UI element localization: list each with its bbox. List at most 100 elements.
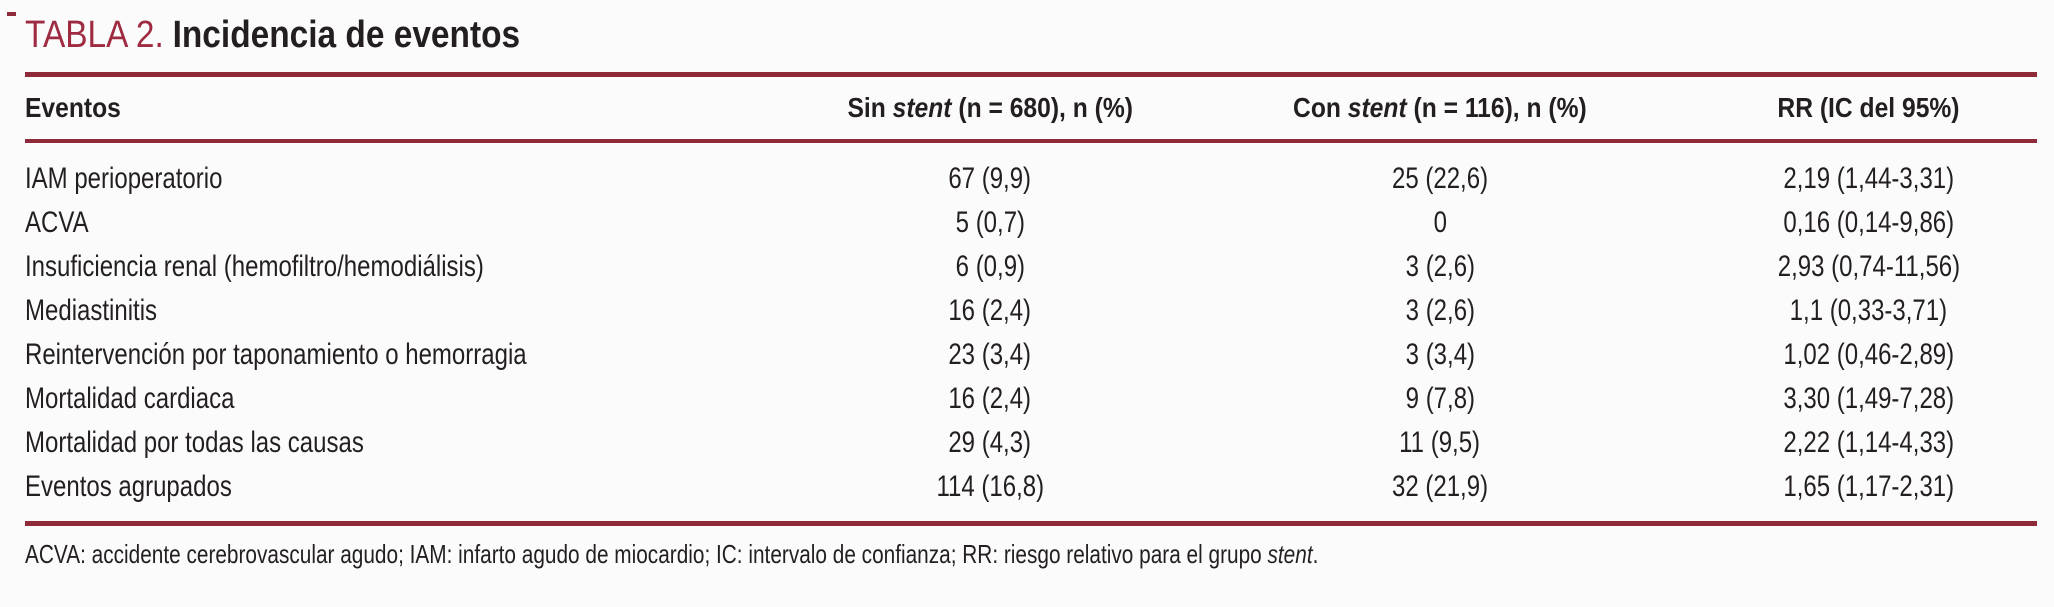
cell-text: 2,22 (1,14-4,33) — [1783, 425, 1954, 459]
table-row: ACVA 5 (0,7) 0 0,16 (0,14-9,86) — [25, 201, 2037, 245]
event-name-cell: Mortalidad cardiaca — [25, 377, 800, 421]
column-header-rr: RR (IC del 95%) — [1700, 72, 2037, 143]
footnote-text-post: . — [1312, 538, 1319, 569]
header-text-italic: stent — [1347, 91, 1407, 123]
table-row: IAM perioperatorio 67 (9,9) 25 (22,6) 2,… — [25, 141, 2037, 201]
column-header-sin-stent: Sin stent (n = 680), n (%) — [800, 72, 1180, 143]
event-name-cell: IAM perioperatorio — [25, 141, 800, 201]
header-row: Eventos Sin stent (n = 680), n (%) Con s… — [25, 72, 2037, 143]
table-row: Mediastinitis 16 (2,4) 3 (2,6) 1,1 (0,33… — [25, 289, 2037, 333]
table-title: TABLA 2. Incidencia de eventos — [25, 12, 2037, 58]
cell-text: 3 (3,4) — [1405, 337, 1475, 371]
cell-text: 0 — [1433, 205, 1447, 239]
table-row: Reintervención por taponamiento o hemorr… — [25, 333, 2037, 377]
cell-text: 2,93 (0,74-11,56) — [1777, 249, 1960, 283]
con-stent-cell: 32 (21,9) — [1180, 464, 1700, 526]
event-name-cell: Insuficiencia renal (hemofiltro/hemodiál… — [25, 245, 800, 289]
cell-text: 3 (2,6) — [1405, 293, 1475, 327]
footnote-text-pre: ACVA: accidente cerebrovascular agudo; I… — [25, 538, 1268, 569]
cell-text: Mortalidad cardiaca — [25, 381, 235, 415]
header-text: RR (IC del 95%) — [1777, 92, 1959, 124]
cell-text: 11 (9,5) — [1399, 425, 1481, 459]
cell-text: 3 (2,6) — [1405, 249, 1475, 283]
sin-stent-cell: 5 (0,7) — [800, 201, 1180, 245]
rr-cell: 3,30 (1,49-7,28) — [1700, 377, 2037, 421]
con-stent-cell: 3 (3,4) — [1180, 333, 1700, 377]
cell-text: 2,19 (1,44-3,31) — [1783, 161, 1954, 195]
con-stent-cell: 11 (9,5) — [1180, 421, 1700, 465]
cell-text: 25 (22,6) — [1391, 161, 1489, 195]
cell-text: 5 (0,7) — [955, 205, 1025, 239]
table-row: Mortalidad por todas las causas 29 (4,3)… — [25, 421, 2037, 465]
cell-text: Insuficiencia renal (hemofiltro/hemodiál… — [25, 249, 484, 283]
rr-cell: 2,19 (1,44-3,31) — [1700, 141, 2037, 201]
sin-stent-cell: 23 (3,4) — [800, 333, 1180, 377]
event-name-cell: Reintervención por taponamiento o hemorr… — [25, 333, 800, 377]
event-name-cell: Mediastinitis — [25, 289, 800, 333]
header-text-pre: Sin — [847, 91, 893, 123]
event-name-cell: ACVA — [25, 201, 800, 245]
sin-stent-cell: 67 (9,9) — [800, 141, 1180, 201]
sin-stent-cell: 29 (4,3) — [800, 421, 1180, 465]
cell-text: Eventos agrupados — [25, 469, 232, 503]
footnote-text: ACVA: accidente cerebrovascular agudo; I… — [25, 538, 1318, 570]
table-header: Eventos Sin stent (n = 680), n (%) Con s… — [25, 72, 2037, 143]
cell-text: 6 (0,9) — [955, 249, 1025, 283]
event-name-cell: Eventos agrupados — [25, 464, 800, 526]
rr-cell: 2,93 (0,74-11,56) — [1700, 245, 2037, 289]
header-text-pre: Con — [1293, 91, 1348, 123]
cell-text: 16 (2,4) — [948, 293, 1032, 327]
cell-text: Reintervención por taponamiento o hemorr… — [25, 337, 527, 371]
table-row: Mortalidad cardiaca 16 (2,4) 9 (7,8) 3,3… — [25, 377, 2037, 421]
sin-stent-cell: 114 (16,8) — [800, 464, 1180, 526]
table-footnote: ACVA: accidente cerebrovascular agudo; I… — [25, 538, 2037, 570]
cell-text: 1,1 (0,33-3,71) — [1789, 293, 1948, 327]
cell-text: 1,02 (0,46-2,89) — [1783, 337, 1954, 371]
cell-text: 16 (2,4) — [948, 381, 1032, 415]
cell-text: 67 (9,9) — [948, 161, 1032, 195]
cell-text: 114 (16,8) — [936, 469, 1044, 503]
header-text-pre: Eventos — [25, 91, 121, 123]
cell-text: 0,16 (0,14-9,86) — [1783, 205, 1954, 239]
rr-cell: 1,02 (0,46-2,89) — [1700, 333, 2037, 377]
table-body: IAM perioperatorio 67 (9,9) 25 (22,6) 2,… — [25, 141, 2037, 526]
cell-text: Mediastinitis — [25, 293, 158, 327]
con-stent-cell: 3 (2,6) — [1180, 245, 1700, 289]
footnote-text-italic: stent — [1267, 538, 1313, 569]
rr-cell: 2,22 (1,14-4,33) — [1700, 421, 2037, 465]
header-text-italic: stent — [892, 91, 952, 123]
cell-text: ACVA — [25, 205, 89, 239]
cell-text: Mortalidad por todas las causas — [25, 425, 364, 459]
cell-text: 9 (7,8) — [1405, 381, 1475, 415]
event-name-cell: Mortalidad por todas las causas — [25, 421, 800, 465]
table-number-label: TABLA 2. — [25, 14, 164, 56]
header-text: Sin stent (n = 680), n (%) — [847, 92, 1132, 124]
column-header-con-stent: Con stent (n = 116), n (%) — [1180, 72, 1700, 143]
rr-cell: 0,16 (0,14-9,86) — [1700, 201, 2037, 245]
rr-cell: 1,1 (0,33-3,71) — [1700, 289, 2037, 333]
paper-table-figure: TABLA 2. Incidencia de eventos Eventos Si… — [0, 12, 2054, 607]
con-stent-cell: 25 (22,6) — [1180, 141, 1700, 201]
table-row: Eventos agrupados 114 (16,8) 32 (21,9) 1… — [25, 464, 2037, 526]
header-text: Con stent (n = 116), n (%) — [1293, 92, 1587, 124]
con-stent-cell: 9 (7,8) — [1180, 377, 1700, 421]
sin-stent-cell: 6 (0,9) — [800, 245, 1180, 289]
header-text-pre: RR (IC del 95%) — [1777, 91, 1960, 123]
cell-text: 23 (3,4) — [948, 337, 1032, 371]
table-row: Insuficiencia renal (hemofiltro/hemodiál… — [25, 245, 2037, 289]
cell-text: IAM perioperatorio — [25, 161, 223, 195]
header-text: Eventos — [25, 92, 121, 124]
header-text-post: (n = 116), n (%) — [1406, 91, 1587, 123]
rr-cell: 1,65 (1,17-2,31) — [1700, 464, 2037, 526]
table-title-text: Incidencia de eventos — [172, 14, 521, 56]
cell-text: 29 (4,3) — [948, 425, 1032, 459]
sin-stent-cell: 16 (2,4) — [800, 289, 1180, 333]
sin-stent-cell: 16 (2,4) — [800, 377, 1180, 421]
header-text-post: (n = 680), n (%) — [951, 91, 1133, 123]
events-table: Eventos Sin stent (n = 680), n (%) Con s… — [25, 72, 2037, 526]
con-stent-cell: 3 (2,6) — [1180, 289, 1700, 333]
con-stent-cell: 0 — [1180, 201, 1700, 245]
crop-mark — [7, 12, 16, 16]
column-header-eventos: Eventos — [25, 72, 800, 143]
cell-text: 3,30 (1,49-7,28) — [1783, 381, 1954, 415]
